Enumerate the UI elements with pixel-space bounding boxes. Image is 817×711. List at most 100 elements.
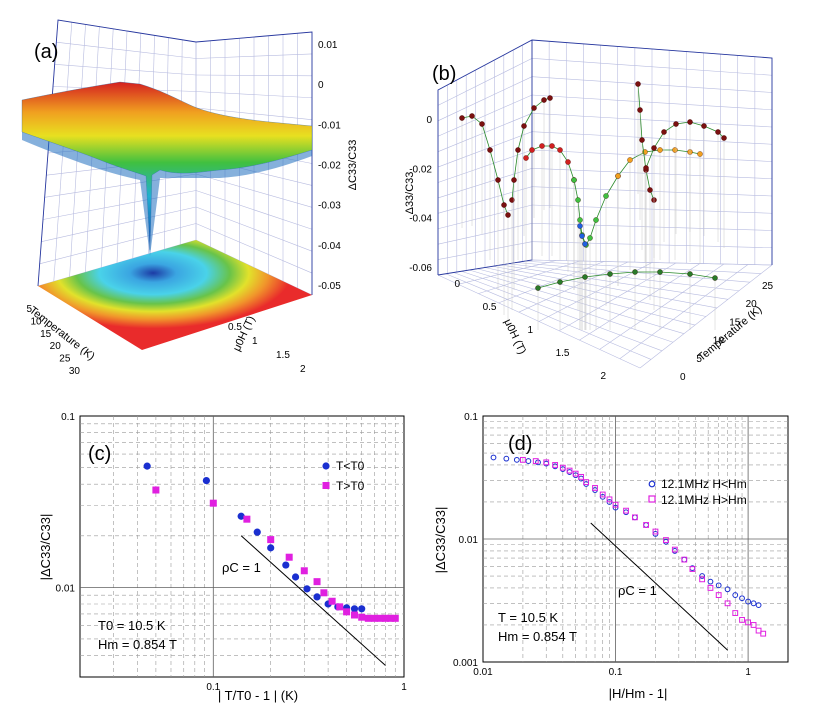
panel-c-fit-label: ρC = 1 (222, 560, 261, 575)
b-floor-v-2 (478, 260, 581, 294)
a-right-wall-v-2 (195, 74, 313, 77)
c-series-0-point-13 (358, 605, 366, 613)
d-series-0-point-27 (724, 586, 731, 593)
d-x-tick-1: 0.1 (609, 667, 623, 678)
panel-d-legend-marker-0 (648, 480, 656, 488)
panel-b-box-grid (437, 39, 773, 369)
a-back-wall-v-2 (54, 64, 197, 76)
panel-a-y-ticks: 0.5 1 1.5 2 (228, 322, 306, 375)
a-right-wall-v-11 (195, 223, 313, 274)
b-point-3-0 (571, 177, 577, 183)
c-series-1-point-10 (343, 608, 351, 616)
panel-c-y-axis-label: |ΔC33/C33| (38, 514, 53, 581)
a-right-wall-v-4 (195, 107, 313, 120)
a-z-tick-5: -0.04 (318, 241, 341, 252)
d-series-1-point-15 (643, 522, 649, 528)
b-point-8-5 (657, 269, 663, 275)
c-series-0-point-7 (303, 585, 311, 593)
panel-a-surface-front (22, 132, 312, 256)
d-series-1-point-18 (671, 546, 678, 553)
b-z-tick-3: -0.06 (409, 263, 432, 274)
b-point-4-0 (577, 223, 583, 229)
b-right-wall-v-5 (531, 131, 773, 145)
a-right-wall-v-9 (195, 190, 313, 230)
a-right-wall-v-10 (195, 206, 313, 252)
d-x-tick-2: 1 (745, 667, 751, 678)
d-series-1-point-29 (755, 627, 762, 634)
b-floor-v-1 (458, 260, 557, 285)
c-series-1-point-0 (152, 486, 160, 494)
d-series-1-point-28 (750, 622, 757, 628)
a-x-tick-4: 25 (59, 354, 71, 365)
a-z-tick-6: -0.05 (318, 281, 341, 292)
d-series-0-point-20 (663, 538, 669, 545)
b-left-wall-v-8 (437, 186, 533, 214)
d-series-0-point-22 (681, 556, 688, 563)
b-point-8-3 (607, 271, 613, 277)
c-series-1-point-4 (285, 553, 293, 561)
panel-c-ticks: 0.1 1 0.1 0.01 (56, 412, 408, 693)
a-x-tick-1: 10 (30, 316, 42, 327)
panel-a: (a) 0.01 0 -0.01 -0.02 -0.03 -0.04 -0.05 ΔC33/… (21, 19, 359, 377)
d-series-1-point-10 (599, 491, 606, 498)
b-left-wall-v-3 (437, 94, 533, 137)
a-x-tick-3: 20 (50, 341, 62, 352)
b-point-2-5 (565, 159, 571, 165)
d-series-0-point-3 (525, 458, 532, 464)
d-series-1-point-21 (699, 576, 706, 583)
b-y-tick-3: 15 (729, 317, 741, 328)
c-series-0-point-5 (282, 561, 290, 569)
panel-b: (b) 0 -0.02 -0.04 -0.06 Δ33/C33 0 0.5 1 1.5 2 μ… (404, 39, 774, 383)
b-left-wall-v-6 (437, 149, 533, 183)
d-series-1-point-12 (612, 501, 619, 508)
a-x-tick-2: 15 (40, 329, 52, 340)
b-point-7-6 (715, 129, 721, 135)
b-point-8-2 (582, 274, 588, 280)
d-y-tick-2: 0.001 (453, 658, 478, 669)
b-curve-8 (537, 271, 716, 289)
d-series-1-point-3 (552, 462, 559, 468)
b-right-wall-v-11 (531, 241, 773, 249)
b-point-2-2 (539, 143, 545, 149)
c-series-0-point-8 (313, 593, 321, 601)
c-series-1-point-5 (300, 567, 308, 575)
a-z-tick-0: 0.01 (318, 40, 338, 51)
d-series-0-point-16 (623, 509, 629, 516)
b-point-0-5 (501, 202, 507, 208)
b-y-tick-5: 25 (762, 281, 774, 292)
c-series-0-point-4 (267, 544, 275, 552)
panel-b-data-points (459, 81, 727, 330)
b-y-tick-4: 20 (746, 299, 758, 310)
panel-b-label: (b) (432, 63, 456, 85)
b-point-2-4 (557, 147, 563, 153)
d-series-1-point-27 (745, 619, 751, 626)
b-point-4-2 (582, 241, 588, 247)
a-right-wall-v-1 (195, 53, 313, 59)
b-left-wall-v-5 (437, 131, 533, 168)
b-floor-v-6 (559, 262, 677, 332)
panel-c-legend: T<T0 T>T0 (322, 459, 365, 493)
d-series-1-point-1 (532, 458, 539, 464)
d-series-1-point-11 (606, 496, 613, 503)
b-point-7-7 (721, 135, 727, 141)
d-series-1-point-17 (663, 537, 669, 543)
d-series-1-point-5 (566, 467, 573, 474)
d-series-1-point-24 (724, 600, 731, 607)
b-curve-5 (617, 149, 701, 177)
d-series-0-point-2 (513, 456, 520, 463)
c-x-tick-1: 1 (401, 682, 407, 693)
d-series-0-point-18 (643, 522, 649, 528)
panel-d-grid (483, 416, 788, 662)
panel-c-plot-frame (79, 415, 405, 678)
b-point-3-1 (575, 197, 581, 203)
panel-a-z-ticks: 0.01 0 -0.01 -0.02 -0.03 -0.04 -0.05 (318, 40, 341, 292)
b-point-4-1 (579, 233, 585, 239)
d-series-1-point-23 (715, 592, 722, 598)
d-series-0-point-32 (755, 602, 762, 609)
panel-b-z-axis-label: Δ33/C33 (404, 172, 416, 215)
b-x-tick-2: 1 (527, 325, 533, 336)
b-point-5-6 (697, 151, 703, 157)
panel-d-y-axis-label: |ΔC33/C33| (433, 507, 448, 574)
b-z-tick-0: 0 (426, 115, 432, 126)
